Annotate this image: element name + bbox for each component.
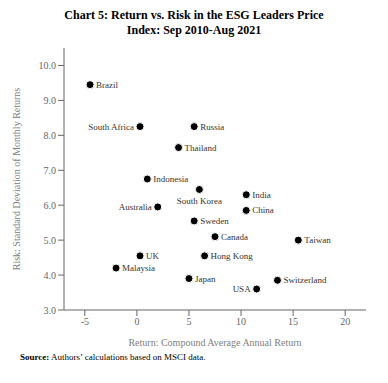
html-text:Index: Sep 2010-Aug 2021: Index: Sep 2010-Aug 2021 (126, 23, 262, 37)
svg-text:Japan: Japan (195, 274, 216, 284)
svg-text:Malaysia: Malaysia (122, 263, 155, 273)
svg-text:Return: Compound Average Annua: Return: Compound Average Annual Return (128, 337, 301, 348)
svg-text:UK: UK (146, 251, 159, 261)
svg-text:3.0: 3.0 (44, 305, 57, 316)
svg-text:Hong Kong: Hong Kong (211, 251, 254, 261)
svg-text:Indonesia: Indonesia (153, 174, 188, 184)
svg-text:Switzerland: Switzerland (283, 275, 326, 285)
svg-text:China: China (252, 205, 274, 215)
svg-text:10: 10 (236, 316, 246, 327)
svg-text:Risk: Standard Deviation of Mo: Risk: Standard Deviation of Monthly Retu… (11, 88, 22, 271)
svg-text:4.0: 4.0 (44, 270, 57, 281)
svg-text:20: 20 (340, 316, 350, 327)
svg-text:India: India (252, 190, 271, 200)
svg-text:South Africa: South Africa (88, 122, 134, 132)
svg-text:8.0: 8.0 (44, 130, 57, 141)
svg-text:Taiwan: Taiwan (304, 235, 331, 245)
svg-text:USA: USA (233, 284, 252, 294)
svg-text:9.0: 9.0 (44, 95, 57, 106)
svg-text:5.0: 5.0 (44, 235, 57, 246)
svg-text:Sweden: Sweden (200, 216, 229, 226)
svg-text:Canada: Canada (221, 232, 248, 242)
html-text:Chart 5: Return vs. Risk in th: Chart 5: Return vs. Risk in the ESG Lead… (64, 8, 324, 22)
svg-text:-5: -5 (81, 316, 89, 327)
html-text:Source: Authors’ calculations: Source: Authors’ calculations based on M… (20, 352, 206, 362)
svg-text:Russia: Russia (200, 122, 224, 132)
svg-text:10.0: 10.0 (39, 60, 57, 71)
svg-text:7.0: 7.0 (44, 165, 57, 176)
svg-text:Brazil: Brazil (96, 80, 118, 90)
svg-text:15: 15 (288, 316, 298, 327)
svg-text:0: 0 (134, 316, 139, 327)
svg-text:Thailand: Thailand (185, 143, 217, 153)
svg-text:Australia: Australia (119, 202, 152, 212)
svg-text:South Korea: South Korea (177, 196, 222, 206)
svg-text:6.0: 6.0 (44, 200, 57, 211)
svg-text:5: 5 (186, 316, 191, 327)
